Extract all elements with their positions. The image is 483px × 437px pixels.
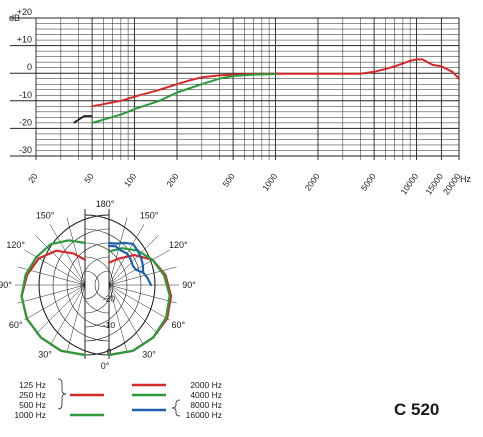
polar-ring [38, 214, 110, 356]
polar-spoke [108, 266, 177, 286]
y-unit-label: dB [9, 13, 20, 23]
polar-spoke [49, 224, 86, 286]
angle-label-bottom: 0° [101, 361, 110, 371]
legend-label-right: 4000 Hz [190, 390, 222, 400]
x-tick-label: 5000 [359, 171, 378, 192]
polar-curve [107, 247, 171, 357]
legend-brace-left [57, 378, 67, 410]
polar-spoke [35, 235, 86, 286]
response-marker [73, 115, 93, 124]
radial-label: -10 [103, 320, 116, 330]
angle-label-right: 30° [142, 349, 156, 359]
y-tick-labels: +20 +10 0 -10 -20 -30 [17, 7, 32, 155]
angle-label-left: 60° [9, 320, 23, 330]
y-tick-label: -30 [19, 145, 32, 155]
polar-spoke [108, 284, 128, 353]
radial-label: 0 [107, 347, 112, 357]
y-tick-label: -10 [19, 90, 32, 100]
frequency-grid [10, 17, 460, 160]
y-tick-label: +20 [17, 7, 32, 17]
polar-spoke [17, 284, 86, 304]
radial-label: -20 [103, 293, 116, 303]
angle-label-left: 120° [6, 240, 25, 250]
polar-ring [94, 270, 110, 300]
x-unit-label: Hz [460, 174, 471, 184]
angle-label-right: 90° [182, 280, 196, 290]
polar-spoke [35, 284, 86, 335]
legend-label-left: 1000 Hz [14, 410, 46, 420]
y-tick-label: +10 [17, 35, 32, 45]
angle-label-right: 60° [171, 320, 185, 330]
angle-label-top: 180° [96, 199, 115, 209]
polar-angle-labels: 180° 150° 150° 120° 120° 90° 90° 60° 60° 30° 30° 0° [0, 199, 196, 371]
polar-spoke [108, 284, 177, 304]
angle-label-right: 150° [140, 211, 159, 221]
polar-ring [66, 242, 110, 328]
legend-label-left: 125 Hz [19, 380, 46, 390]
polar-spoke [108, 217, 128, 286]
polar-pattern-chart: 180° 150° 150° 120° 120° 90° 90° 60° 60° 30° 30° 0°… [0, 199, 222, 420]
polar-spoke [108, 284, 170, 321]
polar-spoke [108, 224, 145, 286]
angle-label-left: 30° [38, 349, 52, 359]
response-line-green [91, 73, 277, 124]
x-tick-label: 20 [26, 171, 40, 185]
polar-ring [52, 228, 110, 342]
polar-spoke [108, 249, 170, 286]
polar-curve [107, 241, 145, 274]
polar-spoke [66, 284, 86, 353]
x-tick-label: 500 [220, 171, 236, 189]
polar-ring [80, 256, 110, 314]
polar-radial-labels: -20 -10 0 [103, 293, 116, 356]
polar-curve [20, 239, 87, 357]
polar-spoke [66, 217, 86, 286]
polar-spoke [108, 284, 159, 335]
x-tick-label: 100 [122, 171, 138, 189]
legend-label-left: 250 Hz [19, 390, 46, 400]
polar-curve [107, 244, 153, 287]
response-line-red [91, 58, 460, 108]
polar-series [20, 239, 173, 357]
x-tick-label: 1000 [260, 171, 279, 192]
angle-label-left: 150° [36, 211, 55, 221]
x-tick-label: 2000 [303, 171, 322, 192]
polar-spoke [24, 284, 86, 321]
polar-spoke [108, 235, 159, 286]
legend-label-left: 500 Hz [19, 400, 46, 410]
angle-label-right: 120° [169, 240, 188, 250]
frequency-response-chart: +20 +10 0 -10 -20 -30 20 50 100 200 500 1000 2000 50… [9, 7, 471, 195]
polar-spoke [24, 249, 86, 286]
legend-brace-right [171, 399, 181, 417]
polar-spoke [49, 284, 86, 346]
model-name: C 520 [394, 400, 440, 419]
x-tick-label: 200 [164, 171, 180, 189]
angle-label-left: 90° [0, 280, 12, 290]
polar-ring [84, 270, 100, 300]
legend-label-right: 8000 Hz [190, 400, 222, 410]
polar-curve [107, 253, 173, 357]
polar-spoke [108, 284, 145, 346]
legend-label-right: 2000 Hz [190, 380, 222, 390]
x-tick-label: 10000 [398, 171, 420, 195]
x-tick-label: 50 [82, 171, 96, 185]
y-tick-label: -20 [19, 117, 32, 127]
legend-label-right: 16000 Hz [186, 410, 222, 420]
frequency-series [73, 58, 460, 124]
y-tick-label: 0 [27, 62, 32, 72]
